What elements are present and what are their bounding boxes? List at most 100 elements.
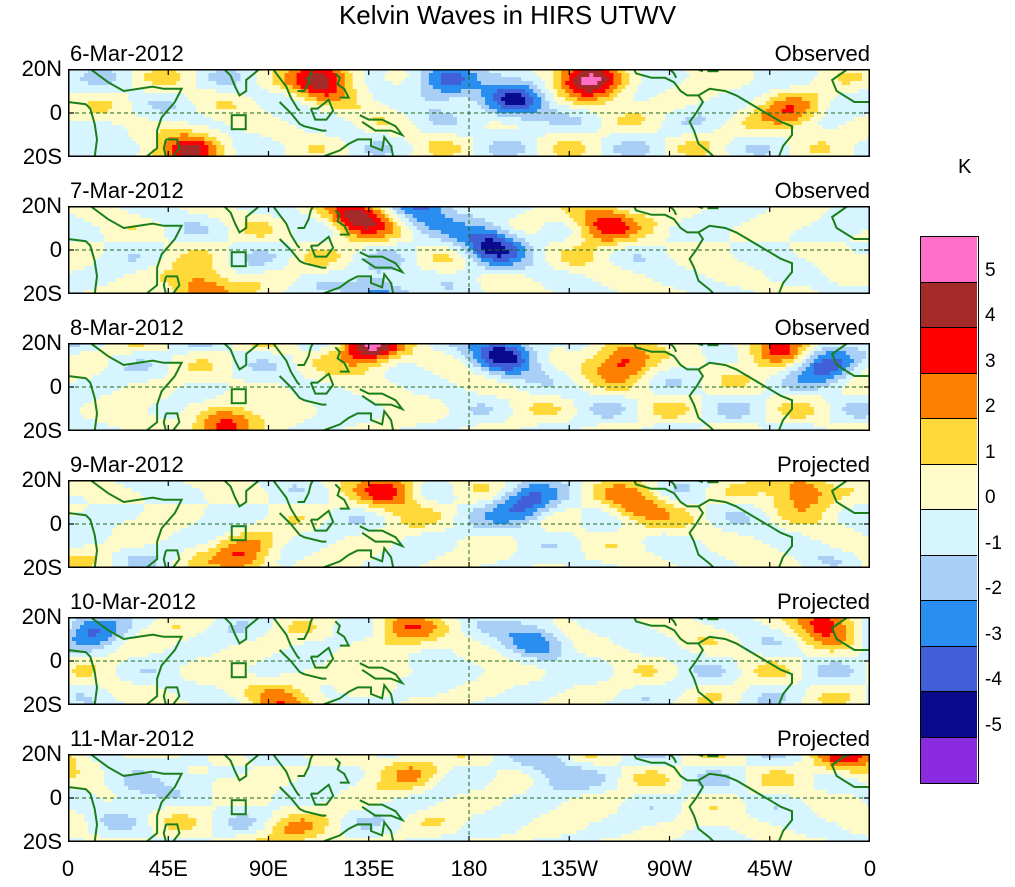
heatmap-cell: [108, 145, 113, 150]
heatmap-cell: [545, 210, 550, 215]
heatmap-cell: [276, 89, 282, 94]
heatmap-cell: [444, 73, 450, 78]
heatmap-cell: [116, 206, 121, 211]
heatmap-cell: [629, 69, 635, 74]
heatmap-cell: [769, 137, 775, 142]
heatmap-cell: [477, 133, 482, 138]
heatmap-cell: [525, 97, 530, 102]
heatmap-cell: [681, 77, 687, 82]
heatmap-cell: [116, 153, 121, 157]
heatmap-cell: [428, 93, 434, 98]
heatmap-cell: [749, 109, 755, 114]
heatmap-cell: [352, 85, 358, 90]
heatmap-cell: [585, 141, 590, 146]
heatmap-cell: [300, 69, 306, 74]
heatmap-cell: [701, 113, 707, 118]
heatmap-cell: [216, 113, 221, 118]
heatmap-cell: [561, 89, 566, 94]
heatmap-cell: [753, 206, 759, 211]
heatmap-cell: [80, 73, 85, 78]
heatmap-cell: [829, 145, 835, 150]
heatmap-cell: [312, 89, 318, 94]
heatmap-cell: [128, 81, 133, 86]
heatmap-cell: [665, 89, 671, 94]
heatmap-cell: [661, 153, 667, 157]
heatmap-cell: [749, 97, 755, 102]
heatmap-cell: [761, 101, 767, 106]
heatmap-cell: [168, 206, 173, 211]
heatmap-cell: [469, 153, 474, 157]
heatmap-cell: [665, 117, 671, 122]
heatmap-cell: [537, 141, 542, 146]
heatmap-cell: [793, 69, 799, 74]
heatmap-cell: [448, 77, 454, 82]
heatmap-cell: [629, 121, 635, 126]
heatmap-cell: [216, 89, 221, 94]
heatmap-cell: [272, 214, 278, 219]
heatmap-cell: [649, 77, 655, 82]
heatmap-cell: [493, 77, 498, 82]
heatmap-cell: [268, 93, 274, 98]
heatmap-cell: [408, 97, 414, 102]
heatmap-cell: [717, 109, 723, 114]
heatmap-cell: [128, 117, 133, 122]
heatmap-cell: [436, 121, 442, 126]
heatmap-cell: [284, 97, 290, 102]
heatmap-cell: [593, 206, 598, 211]
heatmap-cell: [829, 109, 835, 114]
heatmap-cell: [733, 69, 739, 74]
heatmap-cell: [749, 105, 755, 110]
heatmap-cell: [424, 105, 430, 110]
heatmap-cell: [196, 89, 201, 94]
heatmap-cell: [436, 137, 442, 142]
heatmap-cell: [773, 129, 779, 134]
heatmap-cell: [525, 214, 530, 219]
heatmap-cell: [705, 117, 711, 122]
heatmap-cell: [645, 117, 651, 122]
heatmap-cell: [725, 153, 731, 157]
heatmap-cell: [388, 214, 394, 219]
heatmap-cell: [116, 73, 121, 78]
heatmap-cell: [380, 89, 386, 94]
heatmap-cell: [288, 121, 294, 126]
heatmap-cell: [192, 145, 197, 150]
heatmap-cell: [100, 109, 105, 114]
heatmap-cell: [733, 129, 739, 134]
heatmap-cell: [336, 145, 342, 150]
heatmap-cell: [617, 101, 622, 106]
heatmap-cell: [292, 210, 298, 215]
heatmap-cell: [601, 113, 606, 118]
heatmap-cell: [665, 81, 671, 86]
heatmap-cell: [428, 117, 434, 122]
heatmap-cell: [529, 77, 534, 82]
heatmap-cell: [505, 125, 510, 130]
heatmap-cell: [372, 137, 378, 142]
heatmap-cell: [128, 121, 133, 126]
heatmap-cell: [404, 105, 410, 110]
heatmap-cell: [148, 133, 153, 138]
heatmap-cell: [801, 121, 807, 126]
heatmap-cell: [180, 89, 185, 94]
heatmap-cell: [825, 97, 831, 102]
heatmap-cell: [749, 117, 755, 122]
heatmap-cell: [497, 153, 502, 157]
heatmap-cell: [356, 133, 362, 138]
heatmap-cell: [857, 117, 863, 122]
heatmap-cell: [821, 77, 827, 82]
heatmap-cell: [188, 137, 193, 142]
heatmap-cell: [316, 93, 322, 98]
heatmap-cell: [841, 105, 847, 110]
heatmap-cell: [432, 77, 438, 82]
heatmap-cell: [681, 137, 687, 142]
heatmap-cell: [721, 210, 727, 215]
heatmap-cell: [501, 153, 506, 157]
heatmap-cell: [529, 141, 534, 146]
heatmap-cell: [376, 206, 382, 211]
heatmap-cell: [861, 141, 867, 146]
heatmap-cell: [509, 210, 514, 215]
heatmap-cell: [573, 109, 578, 114]
heatmap-cell: [733, 121, 739, 126]
heatmap-cell: [613, 141, 618, 146]
heatmap-cell: [196, 125, 201, 130]
heatmap-cell: [264, 93, 270, 98]
